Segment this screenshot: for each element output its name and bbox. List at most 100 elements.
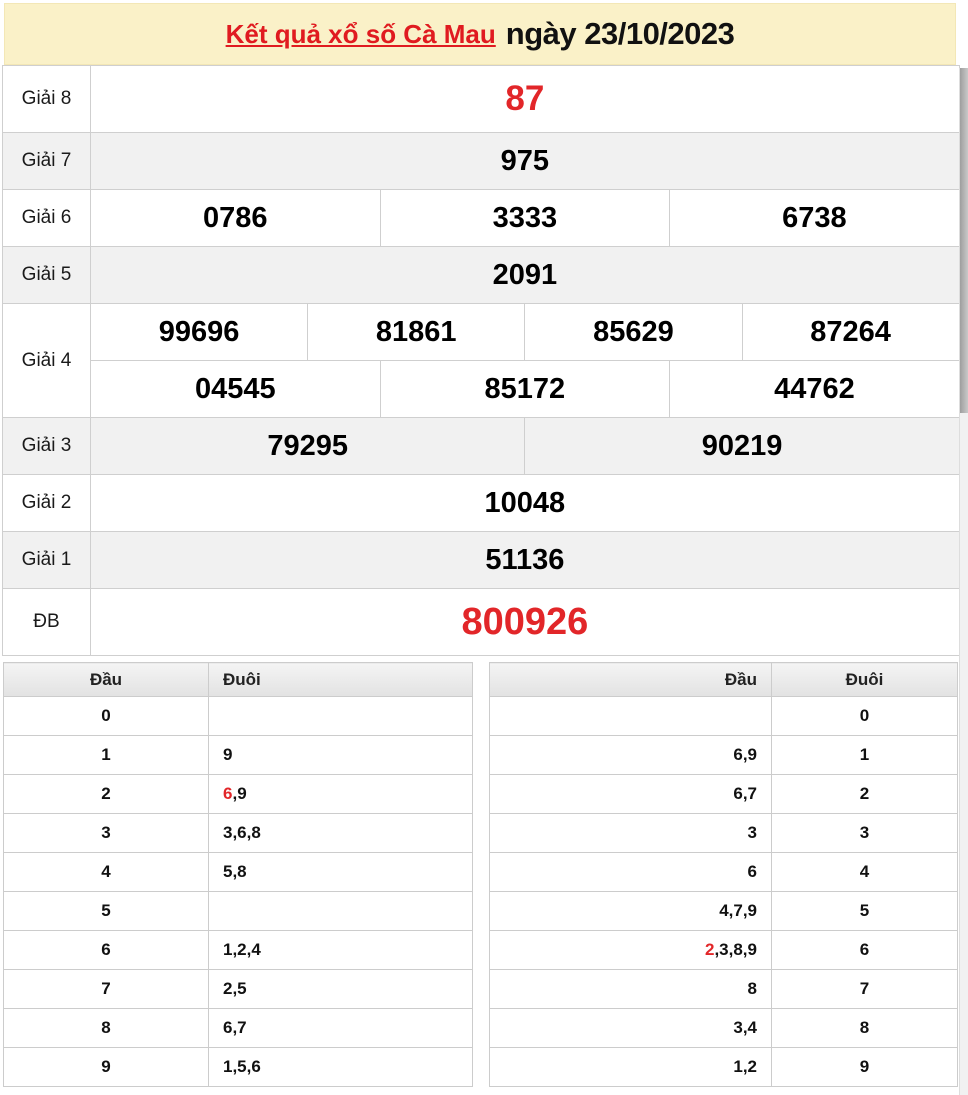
stat-values: 6,9	[489, 735, 772, 775]
stat-values	[489, 696, 772, 736]
prize-4-value-7: 44762	[669, 360, 960, 418]
stat-digit: 4	[3, 852, 209, 892]
prize-4-value-2: 81861	[307, 303, 526, 361]
stat-right-row-4: 6 4	[489, 852, 958, 892]
stat-right-row-6: 2,3,8,9 6	[489, 930, 958, 970]
stat-left-head-duoi: Đuôi	[208, 662, 473, 697]
stat-left-row-1: 1 9	[3, 735, 473, 775]
row-prize-5: Giải 5 2091	[2, 246, 960, 304]
row-prize-2: Giải 2 10048	[2, 474, 960, 532]
stat-value-text: 2,5	[223, 979, 247, 998]
stat-right-row-7: 8 7	[489, 969, 958, 1009]
row-label-prize-3: Giải 3	[2, 417, 91, 475]
stat-left-row-5: 5	[3, 891, 473, 931]
stat-digit: 2	[3, 774, 209, 814]
stat-values: 6,7	[208, 1008, 473, 1048]
stat-digit: 9	[771, 1047, 958, 1087]
prize-special-value: 800926	[90, 588, 960, 656]
stat-digit: 5	[3, 891, 209, 931]
stat-value-text: 1,5,6	[223, 1057, 261, 1076]
stat-value-text: ,9	[232, 784, 247, 803]
stat-values	[208, 891, 473, 931]
results-table: Giải 8 87 Giải 7 975 Giải 6 0786 3333 67…	[2, 65, 960, 656]
stat-values: 8	[489, 969, 772, 1009]
stat-values: 1,5,6	[208, 1047, 473, 1087]
row-label-prize-1: Giải 1	[2, 531, 91, 589]
stat-values: 1,2,4	[208, 930, 473, 970]
row-prize-3: Giải 3 79295 90219	[2, 417, 960, 475]
stat-values: 6	[489, 852, 772, 892]
stat-value-text: 9	[223, 745, 233, 764]
head-tail-table-left: Đầu Đuôi 0 1 9 2 6,9 3 3,6,8	[3, 662, 473, 1087]
prize-1-value: 51136	[90, 531, 960, 589]
prize-6-value-3: 6738	[669, 189, 960, 247]
stat-digit: 5	[771, 891, 958, 931]
stat-digit: 4	[771, 852, 958, 892]
stat-left-row-0: 0	[3, 696, 473, 736]
prize-8-value: 87	[90, 65, 960, 133]
stat-value-text: 8	[747, 979, 757, 998]
prize-4-value-4: 87264	[741, 303, 960, 361]
stat-digit: 8	[3, 1008, 209, 1048]
row-label-prize-8: Giải 8	[2, 65, 91, 133]
stat-digit: 9	[3, 1047, 209, 1087]
stat-left-row-4: 4 5,8	[3, 852, 473, 892]
stat-values: 2,5	[208, 969, 473, 1009]
row-label-prize-4: Giải 4	[2, 303, 91, 418]
title-link[interactable]: Kết quả xổ số Cà Mau	[225, 18, 496, 49]
stat-right-row-0: 0	[489, 696, 958, 736]
stat-values: 5,8	[208, 852, 473, 892]
row-prize-4a: Giải 4 99696 81861 85629 87264	[2, 303, 960, 418]
stat-value-text: 6,7	[733, 784, 757, 803]
stat-digit: 3	[771, 813, 958, 853]
stat-right-row-5: 4,7,9 5	[489, 891, 958, 931]
prize-4-value-6: 85172	[379, 360, 671, 418]
page-header: Kết quả xổ số Cà Mau ngày 23/10/2023	[4, 3, 956, 65]
stat-values: 3,6,8	[208, 813, 473, 853]
stat-digit: 1	[771, 735, 958, 775]
stat-value-text: 6	[747, 862, 757, 881]
prize-3-value-1: 79295	[89, 417, 526, 475]
stat-value-text: 1,2,4	[223, 940, 261, 959]
scrollbar-thumb[interactable]	[960, 68, 968, 413]
stat-left-row-7: 7 2,5	[3, 969, 473, 1009]
stat-value-highlight: 2	[704, 940, 715, 959]
stat-right-row-3: 3 3	[489, 813, 958, 853]
stat-values: 1,2	[489, 1047, 772, 1087]
prize-3-value-2: 90219	[524, 417, 960, 475]
stat-left-row-8: 8 6,7	[3, 1008, 473, 1048]
stat-values: 2,3,8,9	[489, 930, 772, 970]
stat-value-text: 3,6,8	[223, 823, 261, 842]
row-prize-1: Giải 1 51136	[2, 531, 960, 589]
stat-values: 3,4	[489, 1008, 772, 1048]
row-prize-7: Giải 7 975	[2, 132, 960, 190]
stat-value-highlight: 6	[223, 784, 233, 803]
stat-value-text: 3,4	[733, 1018, 757, 1037]
stat-value-text: 5,8	[223, 862, 247, 881]
prize-5-value: 2091	[90, 246, 960, 304]
vertical-scrollbar[interactable]	[959, 68, 968, 1095]
stat-left-row-3: 3 3,6,8	[3, 813, 473, 853]
row-label-prize-5: Giải 5	[2, 246, 91, 304]
row-prize-8: Giải 8 87	[2, 65, 960, 133]
stat-right-row-9: 1,2 9	[489, 1047, 958, 1087]
stat-digit: 8	[771, 1008, 958, 1048]
head-tail-table-right: Đầu Đuôi 0 6,9 1 6,7 2 3 3	[489, 662, 958, 1087]
stat-values: 3	[489, 813, 772, 853]
prize-6-value-2: 3333	[379, 189, 671, 247]
stat-values: 9	[208, 735, 473, 775]
stat-left-row-2: 2 6,9	[3, 774, 473, 814]
stat-right-row-1: 6,9 1	[489, 735, 958, 775]
stat-left-row-9: 9 1,5,6	[3, 1047, 473, 1087]
stat-digit: 3	[3, 813, 209, 853]
stat-digit: 6	[771, 930, 958, 970]
stat-values	[208, 696, 473, 736]
stat-values: 6,9	[208, 774, 473, 814]
stat-values: 6,7	[489, 774, 772, 814]
stat-values: 4,7,9	[489, 891, 772, 931]
prize-4-value-1: 99696	[89, 303, 309, 361]
row-prize-4b: 04545 85172 44762	[2, 360, 960, 418]
stat-value-text: ,3,8,9	[714, 940, 757, 959]
stat-value-text: 3	[747, 823, 757, 842]
prize-2-value: 10048	[90, 474, 960, 532]
